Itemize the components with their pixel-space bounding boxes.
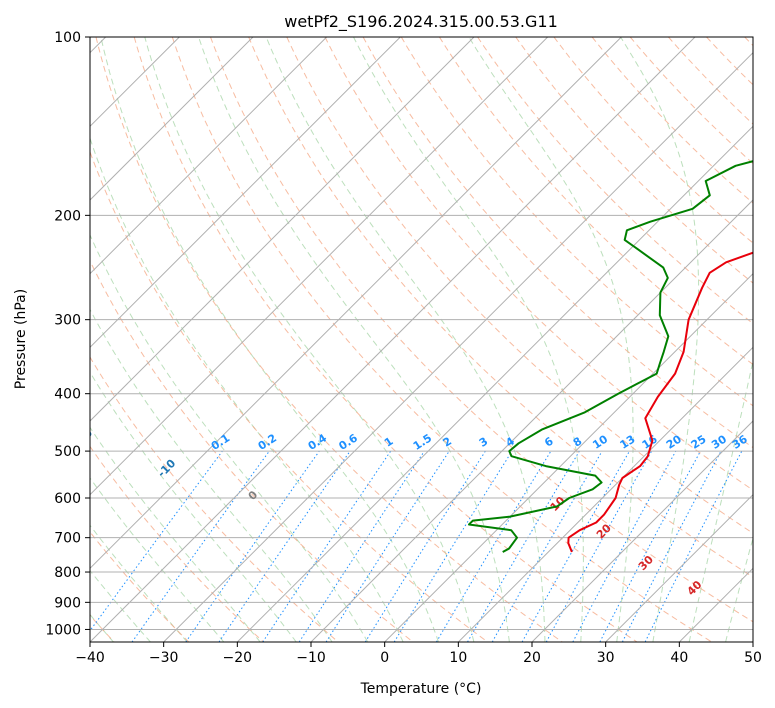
dry-adiabat: [324, 37, 753, 491]
mixing-ratio-lines: [90, 450, 743, 642]
y-tick-label: 100: [54, 30, 81, 46]
dry-adiabat: [95, 37, 563, 642]
x-axis-label: Temperature (°C): [360, 681, 482, 697]
dry-adiabat: [286, 37, 753, 534]
y-tick-label: 700: [54, 531, 81, 547]
mixing-ratio-line: [393, 450, 513, 642]
mixing-ratio-line: [218, 450, 351, 642]
mixing-ratio-line: [325, 450, 450, 642]
dry-adiabat: [438, 37, 753, 366]
moist-adiabat: [90, 524, 188, 642]
moist-adiabat: [144, 37, 475, 642]
isotherm-line: [605, 493, 753, 642]
plot-frame: [89, 36, 754, 643]
x-tick-label: −20: [223, 650, 253, 666]
chart-title: wetPf2_S196.2024.315.00.53.G11: [284, 12, 558, 32]
isotherm-line: [236, 125, 753, 642]
moist-adiabat: [90, 477, 225, 642]
isotherm-line: [90, 37, 622, 570]
isotherm-line: [90, 37, 475, 422]
y-tick-label: 600: [54, 491, 81, 507]
moist-adiabat: [265, 37, 546, 642]
mixing-ratio-line: [521, 450, 630, 642]
isotherm-line: [310, 199, 753, 642]
y-tick-label: 1000: [45, 622, 81, 638]
x-tick-label: −10: [296, 650, 326, 666]
y-axis-label: Pressure (hPa): [13, 289, 29, 389]
mixing-ratio-line: [90, 450, 223, 632]
x-tick-label: 30: [597, 650, 615, 666]
isotherm-line: [531, 420, 753, 642]
x-tick-label: −40: [75, 650, 105, 666]
isotherm-line: [90, 37, 549, 496]
dry-adiabat: [90, 445, 264, 642]
moist-adiabat: [90, 371, 297, 642]
sounding-series: [468, 160, 753, 553]
moist-adiabat: [90, 233, 369, 642]
x-tick-label: 0: [380, 650, 389, 666]
isotherm-line: [384, 272, 753, 642]
dry-adiabat-label: -20: [72, 426, 95, 449]
moist-adiabat: [688, 358, 753, 642]
dry-adiabat: [210, 37, 753, 623]
dry-adiabat: [90, 259, 414, 642]
y-tick-label: 400: [54, 387, 81, 403]
isotherm-line: [90, 37, 401, 349]
moist-adiabat: [90, 308, 333, 642]
moist-adiabat: [725, 536, 753, 642]
dry-adiabat: [553, 37, 753, 244]
y-tick-label: 800: [54, 565, 81, 581]
dry-adiabat: [248, 37, 753, 578]
dry-adiabat: [591, 37, 753, 204]
moist-adiabat: [353, 37, 584, 642]
y-tick-label: 500: [54, 444, 81, 460]
mixing-ratio-line: [298, 450, 425, 642]
x-tick-label: 10: [449, 650, 467, 666]
isotherm-line: [90, 37, 254, 201]
plot-area: 0.10.20.40.611.52346810131620253036-100-…: [72, 37, 753, 642]
mixing-ratio-line: [262, 450, 392, 642]
mixing-ratio-line: [185, 450, 320, 642]
moist-adiabat: [90, 569, 151, 642]
x-tick-label: 20: [523, 650, 541, 666]
y-axis: 100 200 300 400 500 600 700 800 900 1000: [45, 30, 90, 638]
isotherm-line: [163, 51, 753, 642]
moist-adiabat: [90, 426, 261, 642]
y-tick-label: 900: [54, 595, 81, 611]
dewpoint-line: [468, 160, 753, 553]
x-tick-label: 40: [670, 650, 688, 666]
mixing-ratio-line: [545, 450, 653, 642]
moist-adiabat: [90, 136, 404, 642]
isobar-grid: [90, 37, 753, 630]
mixing-ratio-line: [131, 450, 270, 642]
moist-adiabat: [620, 37, 700, 642]
moist-adiabat: [198, 37, 510, 642]
temperature-line: [567, 251, 753, 553]
dry-adiabat: [133, 37, 638, 642]
isotherm-line: [90, 37, 696, 642]
isotherm-line: [457, 346, 753, 642]
isotherm-line: [90, 37, 328, 275]
dry-adiabat: [90, 356, 339, 642]
x-tick-label: 50: [744, 650, 762, 666]
mixing-ratio-line: [572, 450, 677, 642]
x-axis: −40 −30 −20 −10 0 10 20 30 40 50: [75, 642, 762, 666]
mixing-ratio-line: [644, 450, 743, 642]
x-tick-label: −30: [149, 650, 179, 666]
y-tick-label: 200: [54, 208, 81, 224]
isotherm-grid: [90, 37, 753, 642]
y-tick-label: 300: [54, 313, 81, 329]
dry-adiabat: [171, 37, 712, 642]
moist-adiabat: [100, 37, 439, 642]
